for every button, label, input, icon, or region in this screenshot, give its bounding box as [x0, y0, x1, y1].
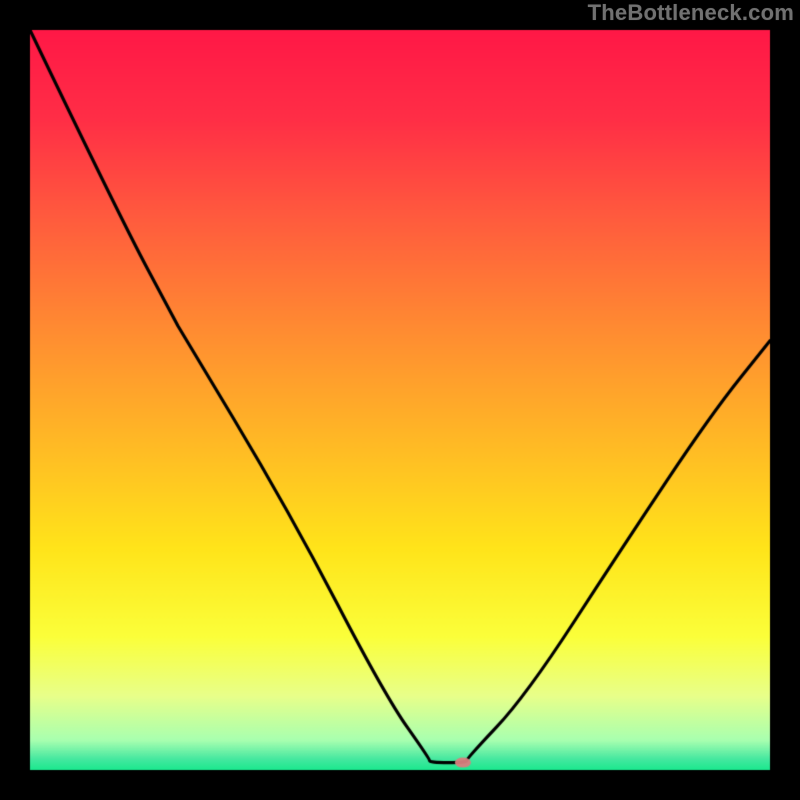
bottleneck-chart-canvas: [0, 0, 800, 800]
